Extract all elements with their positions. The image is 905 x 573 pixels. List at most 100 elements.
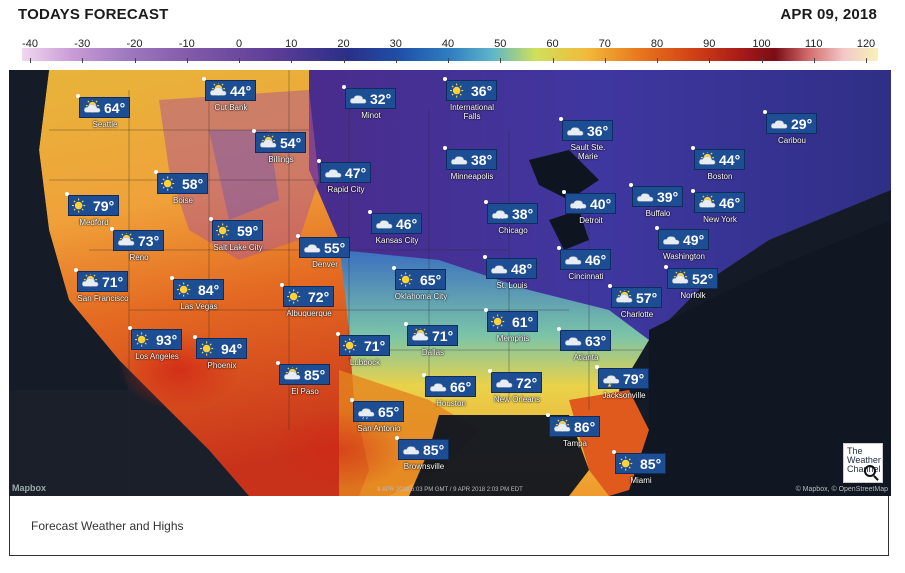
city-name-label: Boise [172,196,194,205]
scale-tick-label: -20 [126,38,143,50]
map-timestamp: 9 APR 2018 6:03 PM GMT / 9 APR 2018 2:03… [377,487,523,493]
mapbox-logo[interactable]: Mapbox [12,483,47,493]
partly-cloudy-icon [84,99,101,113]
city-forecast-badge[interactable]: 44° [694,149,746,170]
city-forecast-badge[interactable]: 71° [339,335,391,356]
scale-tick-label: 110 [804,38,823,50]
city-forecast-badge[interactable]: 71° [77,271,129,292]
city-forecast-badge[interactable]: 59° [212,220,264,241]
cloudy-icon [325,168,342,178]
partly-cloudy-icon [284,366,301,380]
city-name-label: St. Louis [496,281,528,290]
city-location-dot [655,226,659,230]
city-location-dot [595,365,599,369]
partly-cloudy-icon [616,289,633,303]
city-temperature: 46° [396,215,418,232]
city-name-label: Detroit [579,216,603,225]
city-location-dot [209,217,213,221]
city-forecast-badge[interactable]: 46° [694,192,746,213]
city-forecast-badge[interactable]: 85° [279,364,331,385]
city-forecast-badge[interactable]: 79° [68,195,120,216]
city-location-dot [65,192,69,196]
city-forecast-badge[interactable]: 85° [398,439,450,460]
city-location-dot [557,246,561,250]
city-location-dot [280,283,284,287]
city-forecast-badge[interactable]: 73° [113,230,165,251]
city-location-dot [483,255,487,259]
city-forecast-badge[interactable]: 36° [446,80,498,101]
city-forecast-badge[interactable]: 72° [283,286,335,307]
city-forecast-badge[interactable]: 61° [487,311,539,332]
city-temperature: 71° [432,327,454,344]
city-location-dot [368,210,372,214]
cloudy-icon [565,255,582,265]
city-forecast-badge[interactable]: 57° [611,287,663,308]
city-forecast-badge[interactable]: 84° [173,279,225,300]
city-forecast-badge[interactable]: 71° [407,325,459,346]
city-forecast-badge[interactable]: 44° [205,80,257,101]
partly-cloudy-icon [118,232,135,246]
city-location-dot [546,413,550,417]
city-forecast-badge[interactable]: 65° [395,269,447,290]
scale-tick-label: 100 [752,38,771,50]
city-location-dot [154,170,158,174]
scale-tick-label: 0 [235,38,243,50]
city-name-label: Los Angeles [135,352,179,361]
city-location-dot [664,265,668,269]
city-forecast-badge[interactable]: 48° [486,258,538,279]
city-forecast-badge[interactable]: 86° [549,416,601,437]
city-forecast-badge[interactable]: 36° [562,120,614,141]
snow-icon: * * [492,209,509,222]
scale-tick-mark [866,58,867,63]
city-forecast-badge[interactable]: 58° [157,173,209,194]
city-forecast-badge[interactable]: 93° [131,329,183,350]
city-forecast-badge[interactable]: * * 40° [565,193,617,214]
city-location-dot [110,227,114,231]
city-forecast-badge[interactable]: 32° [345,88,397,109]
city-name-label: Buffalo [645,209,671,218]
city-forecast-badge[interactable]: 54° [255,132,307,153]
city-forecast-badge[interactable]: 63° [560,330,612,351]
city-forecast-badge[interactable]: 72° [491,372,543,393]
rain-icon [358,407,375,419]
city-name-label: Lubbock [349,358,381,367]
city-temperature: 38° [512,205,534,222]
city-forecast-badge[interactable]: * * 38° [487,203,539,224]
city-forecast-badge[interactable]: 52° [667,268,719,289]
partly-cloudy-icon [699,194,716,208]
city-forecast-badge[interactable]: 39° [632,186,684,207]
zoom-icon[interactable] [864,465,876,477]
city-location-dot [443,77,447,81]
scale-tick-label: -40 [22,38,38,50]
sunny-icon [619,455,633,471]
city-forecast-badge[interactable]: 66° [425,376,477,397]
sunny-icon [72,197,86,213]
city-temperature: 84° [198,281,220,298]
city-temperature: 44° [719,151,741,168]
city-forecast-badge[interactable]: 46° [560,249,612,270]
city-temperature: 85° [640,455,662,472]
scale-tick-label: -10 [178,38,195,50]
city-location-dot [763,110,767,114]
city-forecast-badge[interactable]: 38° [446,149,498,170]
cloudy-icon [565,336,582,346]
city-forecast-badge[interactable]: 85° [615,453,667,474]
city-forecast-badge[interactable]: 49° [658,229,710,250]
city-forecast-badge[interactable]: 79° [598,368,650,389]
sunny-icon [450,82,464,98]
city-location-dot [395,436,399,440]
city-forecast-badge[interactable]: 47° [320,162,372,183]
city-name-label: Miami [630,476,652,485]
city-name-label: San Antonio [357,424,401,433]
city-forecast-badge[interactable]: 64° [79,97,131,118]
city-name-label: Las Vegas [180,302,218,311]
city-forecast-badge[interactable]: 94° [196,338,248,359]
city-temperature: 46° [585,251,607,268]
city-forecast-badge[interactable]: 65° [353,401,405,422]
city-forecast-badge[interactable]: 29° [766,113,818,134]
map-attribution[interactable]: © Mapbox, © OpenStreetMap [795,486,888,493]
sunny-icon [161,175,175,191]
city-forecast-badge[interactable]: 55° [299,237,351,258]
city-forecast-badge[interactable]: 46° [371,213,423,234]
weather-map[interactable]: 64° Seattle 44° Cut Bank 32° Minot 36° Internat… [9,70,891,496]
